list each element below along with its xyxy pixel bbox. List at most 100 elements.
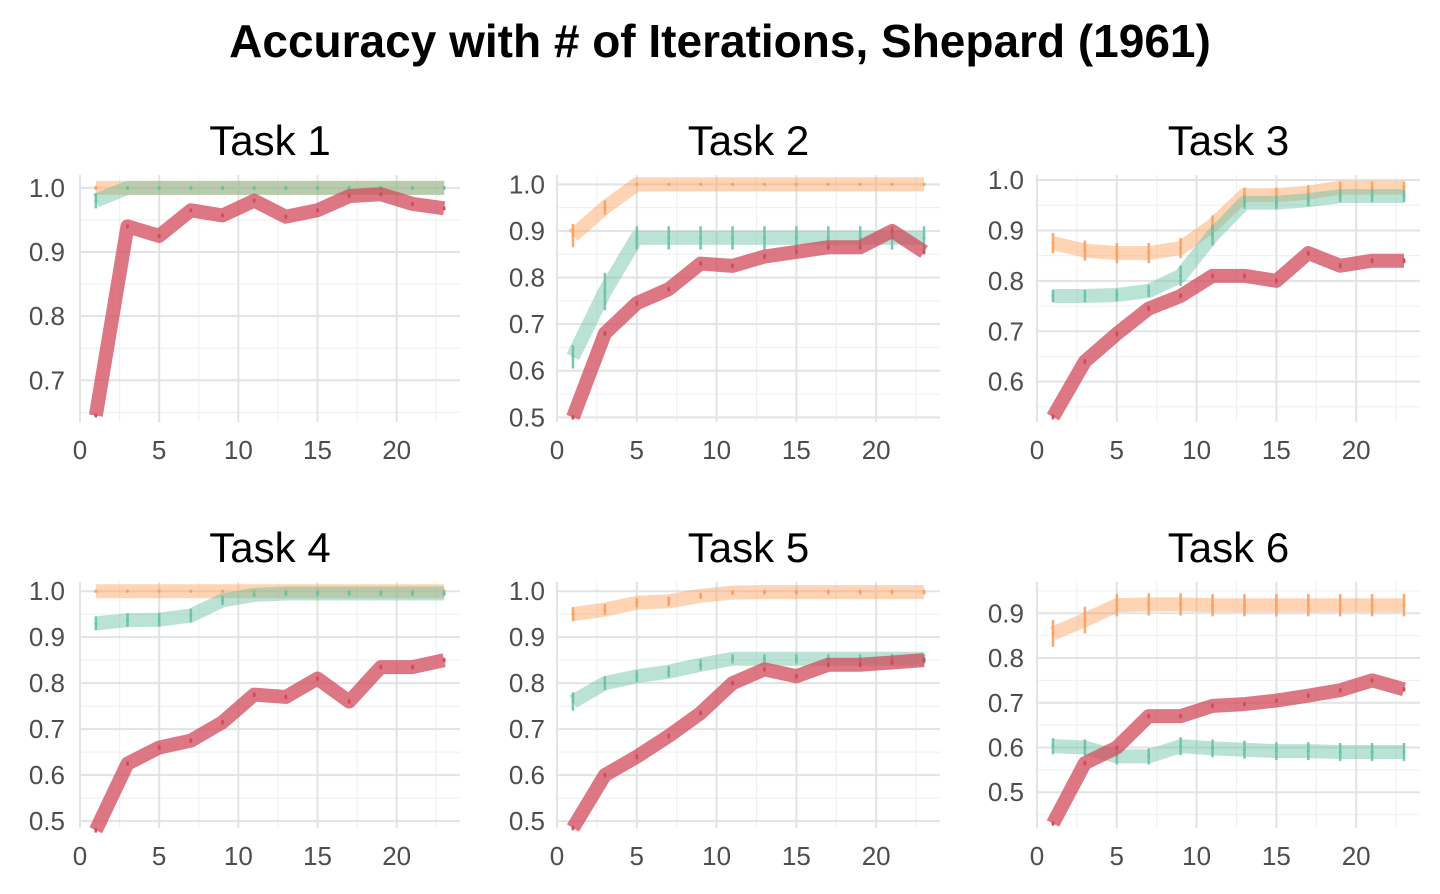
- data-point: [1115, 745, 1119, 749]
- data-point: [1402, 186, 1406, 190]
- data-point: [762, 182, 766, 186]
- data-point: [1083, 618, 1087, 622]
- data-point: [1051, 822, 1055, 826]
- data-point: [571, 234, 575, 238]
- data-point: [667, 599, 671, 603]
- data-point: [858, 245, 862, 249]
- data-point: [667, 734, 671, 738]
- data-point: [442, 186, 446, 190]
- data-point: [126, 186, 129, 190]
- data-point: [252, 589, 256, 593]
- x-tick-label: 10: [702, 841, 731, 871]
- y-tick-label: 0.7: [29, 714, 65, 744]
- data-point: [699, 711, 703, 715]
- data-point: [731, 236, 735, 240]
- data-point: [94, 186, 98, 190]
- data-point: [667, 236, 671, 240]
- data-point: [379, 591, 383, 595]
- data-point: [221, 598, 224, 602]
- y-tick-label: 0.8: [29, 668, 65, 698]
- data-point: [189, 208, 193, 212]
- data-point: [667, 670, 671, 674]
- data-point: [1083, 745, 1087, 749]
- series-line: [1051, 180, 1405, 261]
- data-point: [794, 674, 798, 678]
- data-point: [1179, 714, 1183, 718]
- data-point: [1306, 749, 1310, 753]
- data-point: [1115, 251, 1119, 255]
- data-point: [1242, 193, 1246, 197]
- data-point: [379, 192, 383, 196]
- data-point: [411, 591, 414, 595]
- data-point: [1115, 603, 1119, 607]
- data-point: [635, 601, 639, 605]
- data-point: [1083, 249, 1087, 253]
- x-tick-label: 15: [1262, 435, 1291, 465]
- data-point: [794, 236, 798, 240]
- data-point: [858, 663, 862, 667]
- data-point: [1179, 294, 1183, 298]
- data-point: [442, 658, 446, 662]
- y-tick-label: 0.7: [988, 688, 1024, 718]
- data-point: [1083, 294, 1087, 298]
- x-tick-label: 10: [702, 435, 731, 465]
- data-point: [762, 657, 766, 661]
- data-point: [1370, 750, 1374, 754]
- data-point: [762, 236, 766, 240]
- data-point: [1242, 748, 1246, 752]
- data-point: [571, 355, 575, 359]
- data-point: [1370, 603, 1374, 607]
- y-tick-label: 0.9: [509, 622, 545, 652]
- x-tick-label: 5: [1110, 841, 1124, 871]
- data-point: [1211, 704, 1215, 708]
- y-tick-label: 0.5: [988, 777, 1024, 807]
- data-point: [284, 215, 288, 219]
- x-tick-label: 15: [303, 841, 332, 871]
- x-tick-label: 20: [382, 841, 411, 871]
- y-tick-label: 0.6: [509, 760, 545, 790]
- series-3: [1046, 673, 1406, 827]
- data-point: [890, 182, 894, 186]
- data-point: [699, 594, 703, 598]
- x-tick-label: 20: [382, 435, 411, 465]
- y-tick-label: 0.9: [509, 216, 545, 246]
- data-point: [1147, 289, 1151, 293]
- panel-title: Task 3: [1168, 117, 1289, 164]
- x-tick-label: 15: [303, 435, 332, 465]
- data-point: [794, 657, 798, 661]
- data-point: [1338, 603, 1342, 607]
- data-point: [1370, 186, 1374, 190]
- panel-title: Task 4: [209, 524, 330, 571]
- data-point: [284, 695, 288, 699]
- series-1: [571, 585, 926, 622]
- data-point: [1274, 603, 1278, 607]
- series-line: [566, 223, 928, 420]
- y-tick-label: 0.6: [509, 356, 545, 386]
- data-point: [731, 182, 735, 186]
- data-point: [1338, 194, 1342, 198]
- y-tick-label: 1.0: [29, 173, 65, 203]
- data-point: [252, 186, 256, 190]
- x-tick-label: 15: [1262, 841, 1291, 871]
- data-point: [699, 262, 703, 266]
- y-tick-label: 0.9: [988, 215, 1024, 245]
- data-point: [1179, 246, 1183, 250]
- series-3: [566, 223, 928, 420]
- y-tick-label: 0.8: [988, 643, 1024, 673]
- y-tick-label: 1.0: [29, 576, 65, 606]
- x-tick-label: 10: [1182, 841, 1211, 871]
- data-point: [826, 245, 830, 249]
- data-point: [603, 773, 607, 777]
- data-point: [1370, 678, 1374, 682]
- x-tick-label: 0: [73, 435, 87, 465]
- x-tick-label: 10: [224, 841, 253, 871]
- series-line: [95, 586, 445, 631]
- data-point: [1242, 274, 1246, 278]
- data-point: [94, 828, 98, 832]
- y-tick-label: 0.6: [988, 367, 1024, 397]
- x-tick-label: 0: [1030, 841, 1044, 871]
- x-tick-label: 15: [782, 841, 811, 871]
- data-point: [316, 591, 319, 595]
- data-point: [94, 589, 98, 593]
- data-point: [603, 206, 607, 210]
